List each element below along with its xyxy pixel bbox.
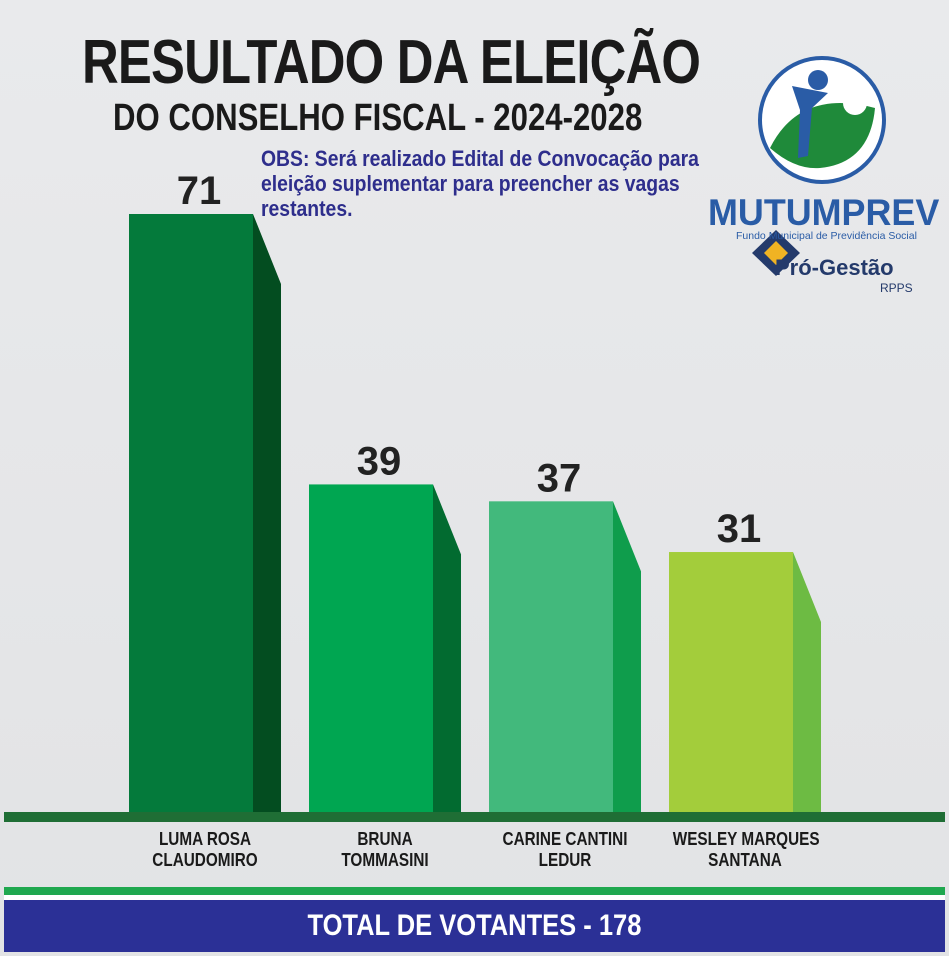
brand-name: MUTUMPREV [708, 192, 940, 233]
category-label-line: TOMMASINI [341, 850, 429, 870]
bar [669, 552, 793, 814]
data-label: 37 [537, 456, 582, 500]
brand-tagline: Fundo Municipal de Previdência Social [736, 230, 917, 242]
data-label: 71 [177, 169, 222, 213]
bar-side [613, 501, 641, 814]
category-label-line: LEDUR [538, 850, 592, 870]
category-label-line: LUMA ROSA [158, 829, 252, 849]
chart-subtitle: DO CONSELHO FISCAL - 2024-2028 [113, 97, 643, 139]
bar [309, 484, 433, 814]
divider-white [4, 895, 945, 900]
category-label: BRUNA TOMMASINI [313, 829, 458, 871]
bar-side [793, 552, 821, 814]
category-label-line: WESLEY MARQUES [672, 829, 820, 849]
bar [129, 214, 253, 814]
chart-title: RESULTADO DA ELEIÇÃO [82, 28, 701, 97]
divider-green [4, 887, 945, 895]
total-voters: TOTAL DE VOTANTES - 178 [307, 909, 642, 942]
category-label-line: CARINE CANTINI [502, 829, 628, 849]
category-label: CARINE CANTINI LEDUR [493, 829, 638, 871]
bar [489, 501, 613, 814]
data-label: 31 [717, 507, 762, 551]
mutumprev-emblem-icon [752, 56, 886, 276]
data-label: 39 [357, 439, 402, 483]
category-label: WESLEY MARQUES SANTANA [672, 829, 820, 871]
partner-name: Pró-Gestão [775, 255, 894, 280]
category-label-line: SANTANA [708, 850, 782, 870]
bar-side [433, 484, 461, 814]
category-label-line: BRUNA [357, 829, 413, 849]
category-label: LUMA ROSA CLAUDOMIRO [133, 829, 278, 871]
obs-note: OBS: Será realizado Edital de Convocação… [261, 146, 699, 221]
footer-total: TOTAL DE VOTANTES - 178 [4, 900, 945, 952]
chart-baseline [4, 812, 945, 822]
bar-side [253, 214, 281, 814]
partner-subtitle: RPPS [880, 281, 913, 295]
category-label-line: CLAUDOMIRO [152, 850, 258, 870]
